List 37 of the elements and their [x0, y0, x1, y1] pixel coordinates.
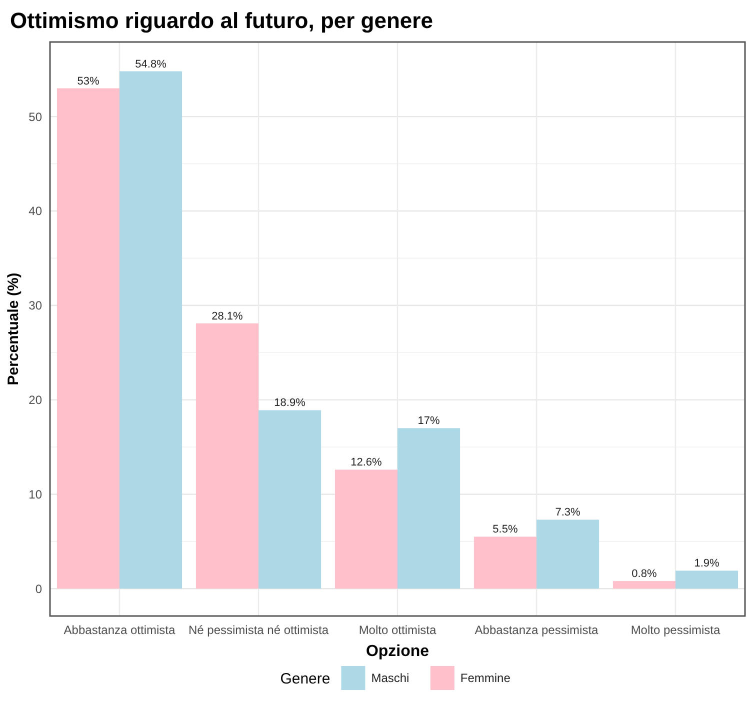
x-tick-label: Molto ottimista: [358, 623, 436, 637]
data-label: 5.5%: [492, 524, 518, 536]
legend-title: Genere: [280, 670, 330, 688]
bar: [120, 71, 182, 589]
bar: [676, 570, 738, 589]
y-tick-label: 0: [35, 582, 42, 596]
data-label: 0.8%: [632, 568, 657, 580]
y-tick-label: 30: [28, 298, 42, 313]
chart-title: Ottimismo riguardo al futuro, per genere: [10, 8, 433, 33]
y-tick-label: 10: [28, 487, 42, 502]
x-tick-label: Abbastanza pessimista: [474, 623, 599, 637]
data-label: 7.3%: [555, 506, 581, 519]
legend-label: Femmine: [460, 671, 511, 686]
y-tick-label: 50: [28, 110, 42, 124]
data-label: 1.9%: [694, 558, 720, 570]
bar: [474, 536, 536, 589]
x-tick-label: Molto pessimista: [630, 623, 720, 637]
data-label: 17%: [418, 415, 440, 428]
x-tick-label: Né pessimista né ottimista: [188, 623, 329, 637]
bar: [398, 428, 460, 589]
x-axis-title: Opzione: [366, 643, 430, 660]
x-tick-label: Abbastanza ottimista: [64, 623, 176, 637]
data-label: 53%: [77, 75, 100, 88]
legend-label: Maschi: [371, 671, 410, 686]
bar: [612, 581, 676, 589]
bar: [258, 410, 322, 589]
bar: [196, 323, 258, 589]
y-axis-title: Percentuale (%): [5, 272, 22, 386]
bar: [536, 520, 600, 589]
bar: [56, 88, 120, 589]
y-tick-label: 20: [28, 393, 42, 408]
y-tick-label: 40: [28, 204, 42, 218]
data-label: 12.6%: [350, 456, 382, 469]
data-label: 18.9%: [274, 397, 306, 410]
data-label: 28.1%: [212, 310, 244, 322]
data-label: 54.8%: [135, 58, 167, 70]
bar: [334, 470, 398, 589]
